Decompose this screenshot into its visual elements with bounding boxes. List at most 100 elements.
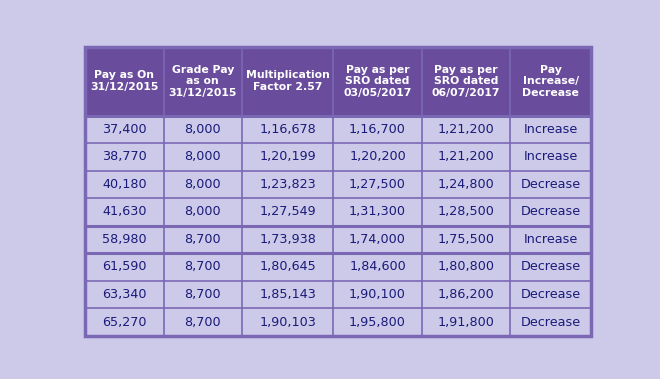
Text: 38,770: 38,770 bbox=[102, 150, 147, 163]
Bar bbox=[164, 281, 242, 308]
Text: 1,86,200: 1,86,200 bbox=[438, 288, 494, 301]
Text: 1,80,645: 1,80,645 bbox=[259, 260, 316, 274]
Text: 41,630: 41,630 bbox=[102, 205, 147, 218]
Bar bbox=[85, 47, 164, 116]
Bar bbox=[164, 253, 242, 281]
Text: Increase: Increase bbox=[524, 123, 578, 136]
Bar bbox=[85, 281, 164, 308]
Text: 61,590: 61,590 bbox=[102, 260, 147, 274]
Text: 58,980: 58,980 bbox=[102, 233, 147, 246]
Bar bbox=[422, 253, 510, 281]
Text: 1,31,300: 1,31,300 bbox=[349, 205, 406, 218]
Text: 8,000: 8,000 bbox=[185, 150, 221, 163]
Text: 8,700: 8,700 bbox=[185, 288, 221, 301]
Text: 1,21,200: 1,21,200 bbox=[438, 150, 494, 163]
Bar bbox=[333, 47, 422, 116]
Bar bbox=[510, 171, 591, 198]
Text: 8,000: 8,000 bbox=[185, 205, 221, 218]
Bar bbox=[85, 143, 164, 171]
Bar bbox=[422, 281, 510, 308]
Text: Decrease: Decrease bbox=[521, 288, 581, 301]
Text: Decrease: Decrease bbox=[521, 205, 581, 218]
Text: 1,75,500: 1,75,500 bbox=[438, 233, 494, 246]
Text: 37,400: 37,400 bbox=[102, 123, 147, 136]
Bar bbox=[333, 253, 422, 281]
Text: 1,23,823: 1,23,823 bbox=[259, 178, 316, 191]
Bar bbox=[333, 198, 422, 226]
Bar bbox=[422, 143, 510, 171]
Text: Increase: Increase bbox=[524, 150, 578, 163]
Bar bbox=[333, 308, 422, 336]
Text: 1,91,800: 1,91,800 bbox=[438, 316, 494, 329]
Text: Grade Pay
as on
31/12/2015: Grade Pay as on 31/12/2015 bbox=[168, 65, 237, 98]
Bar bbox=[242, 253, 333, 281]
Bar bbox=[242, 47, 333, 116]
Bar bbox=[164, 308, 242, 336]
Bar bbox=[85, 253, 164, 281]
Text: 1,24,800: 1,24,800 bbox=[438, 178, 494, 191]
Text: 1,16,678: 1,16,678 bbox=[259, 123, 316, 136]
Bar bbox=[164, 116, 242, 143]
Bar bbox=[164, 198, 242, 226]
Text: 1,27,549: 1,27,549 bbox=[259, 205, 316, 218]
Bar bbox=[164, 171, 242, 198]
Bar bbox=[333, 281, 422, 308]
Text: Increase: Increase bbox=[524, 233, 578, 246]
Text: 1,84,600: 1,84,600 bbox=[349, 260, 406, 274]
Text: 1,90,100: 1,90,100 bbox=[349, 288, 406, 301]
Text: 1,95,800: 1,95,800 bbox=[349, 316, 406, 329]
Bar bbox=[242, 171, 333, 198]
Bar bbox=[510, 253, 591, 281]
Bar bbox=[85, 198, 164, 226]
Bar bbox=[164, 47, 242, 116]
Bar bbox=[510, 143, 591, 171]
Bar bbox=[422, 116, 510, 143]
Bar bbox=[242, 198, 333, 226]
Bar bbox=[510, 281, 591, 308]
Bar bbox=[422, 226, 510, 253]
Text: 1,27,500: 1,27,500 bbox=[349, 178, 406, 191]
Text: Decrease: Decrease bbox=[521, 316, 581, 329]
Bar bbox=[333, 116, 422, 143]
Bar bbox=[85, 308, 164, 336]
Bar bbox=[85, 171, 164, 198]
Bar bbox=[333, 143, 422, 171]
Text: Decrease: Decrease bbox=[521, 178, 581, 191]
Text: 63,340: 63,340 bbox=[102, 288, 147, 301]
Bar bbox=[510, 226, 591, 253]
Bar bbox=[242, 308, 333, 336]
Bar bbox=[510, 47, 591, 116]
Bar bbox=[85, 226, 164, 253]
Text: 1,21,200: 1,21,200 bbox=[438, 123, 494, 136]
Bar bbox=[333, 171, 422, 198]
Bar bbox=[164, 143, 242, 171]
Bar bbox=[242, 143, 333, 171]
Bar bbox=[164, 226, 242, 253]
Bar bbox=[422, 198, 510, 226]
Text: 1,74,000: 1,74,000 bbox=[349, 233, 406, 246]
Text: Pay as On
31/12/2015: Pay as On 31/12/2015 bbox=[90, 70, 158, 92]
Bar bbox=[242, 226, 333, 253]
Bar bbox=[422, 308, 510, 336]
Bar bbox=[510, 308, 591, 336]
Text: Pay
Increase/
Decrease: Pay Increase/ Decrease bbox=[523, 65, 579, 98]
Text: 1,90,103: 1,90,103 bbox=[259, 316, 316, 329]
Text: Multiplication
Factor 2.57: Multiplication Factor 2.57 bbox=[246, 70, 329, 92]
Text: 8,700: 8,700 bbox=[185, 233, 221, 246]
Text: 40,180: 40,180 bbox=[102, 178, 147, 191]
Text: 8,700: 8,700 bbox=[185, 316, 221, 329]
Bar bbox=[85, 116, 164, 143]
Text: Pay as per
SRO dated
06/07/2017: Pay as per SRO dated 06/07/2017 bbox=[432, 65, 500, 98]
Bar bbox=[242, 116, 333, 143]
Bar bbox=[422, 171, 510, 198]
Text: 8,000: 8,000 bbox=[185, 123, 221, 136]
Text: 1,85,143: 1,85,143 bbox=[259, 288, 316, 301]
Text: 8,700: 8,700 bbox=[185, 260, 221, 274]
Text: 1,20,199: 1,20,199 bbox=[259, 150, 316, 163]
Bar bbox=[242, 281, 333, 308]
Text: 8,000: 8,000 bbox=[185, 178, 221, 191]
Text: 1,28,500: 1,28,500 bbox=[438, 205, 494, 218]
Text: 1,20,200: 1,20,200 bbox=[349, 150, 406, 163]
Text: Decrease: Decrease bbox=[521, 260, 581, 274]
Bar bbox=[422, 47, 510, 116]
